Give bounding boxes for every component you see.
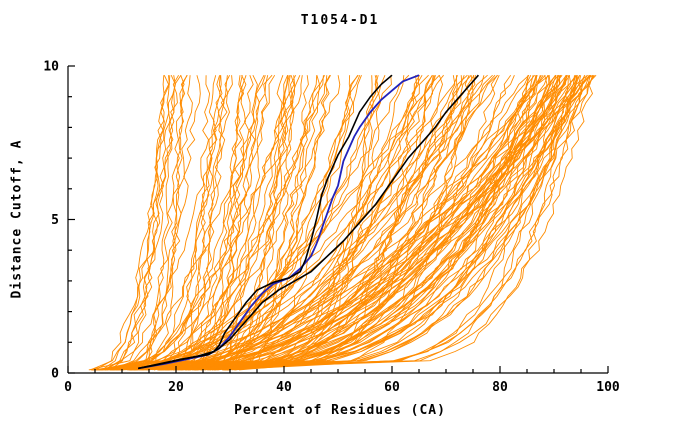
x-tick-label: 20 — [168, 380, 184, 395]
ensemble-curves — [88, 74, 597, 371]
black-model-2 — [138, 74, 480, 370]
x-tick-label: 60 — [384, 380, 400, 395]
y-tick-label: 10 — [43, 60, 59, 75]
y-tick-label: 0 — [51, 367, 59, 382]
tick-labels: 0 20 40 60 80 100 0 5 10 — [43, 60, 620, 396]
axes — [67, 65, 609, 374]
x-tick-label: 80 — [492, 380, 508, 395]
x-tick-label: 100 — [596, 380, 620, 395]
x-tick-label: 0 — [64, 380, 72, 395]
x-tick-label: 40 — [276, 380, 292, 395]
chart-title: T1054-D1 — [300, 13, 380, 28]
blue-model — [138, 74, 420, 370]
y-tick-label: 5 — [51, 213, 59, 228]
x-axis-label: Percent of Residues (CA) — [234, 403, 446, 418]
highlight-curves — [138, 74, 480, 370]
black-model-1 — [138, 74, 393, 370]
